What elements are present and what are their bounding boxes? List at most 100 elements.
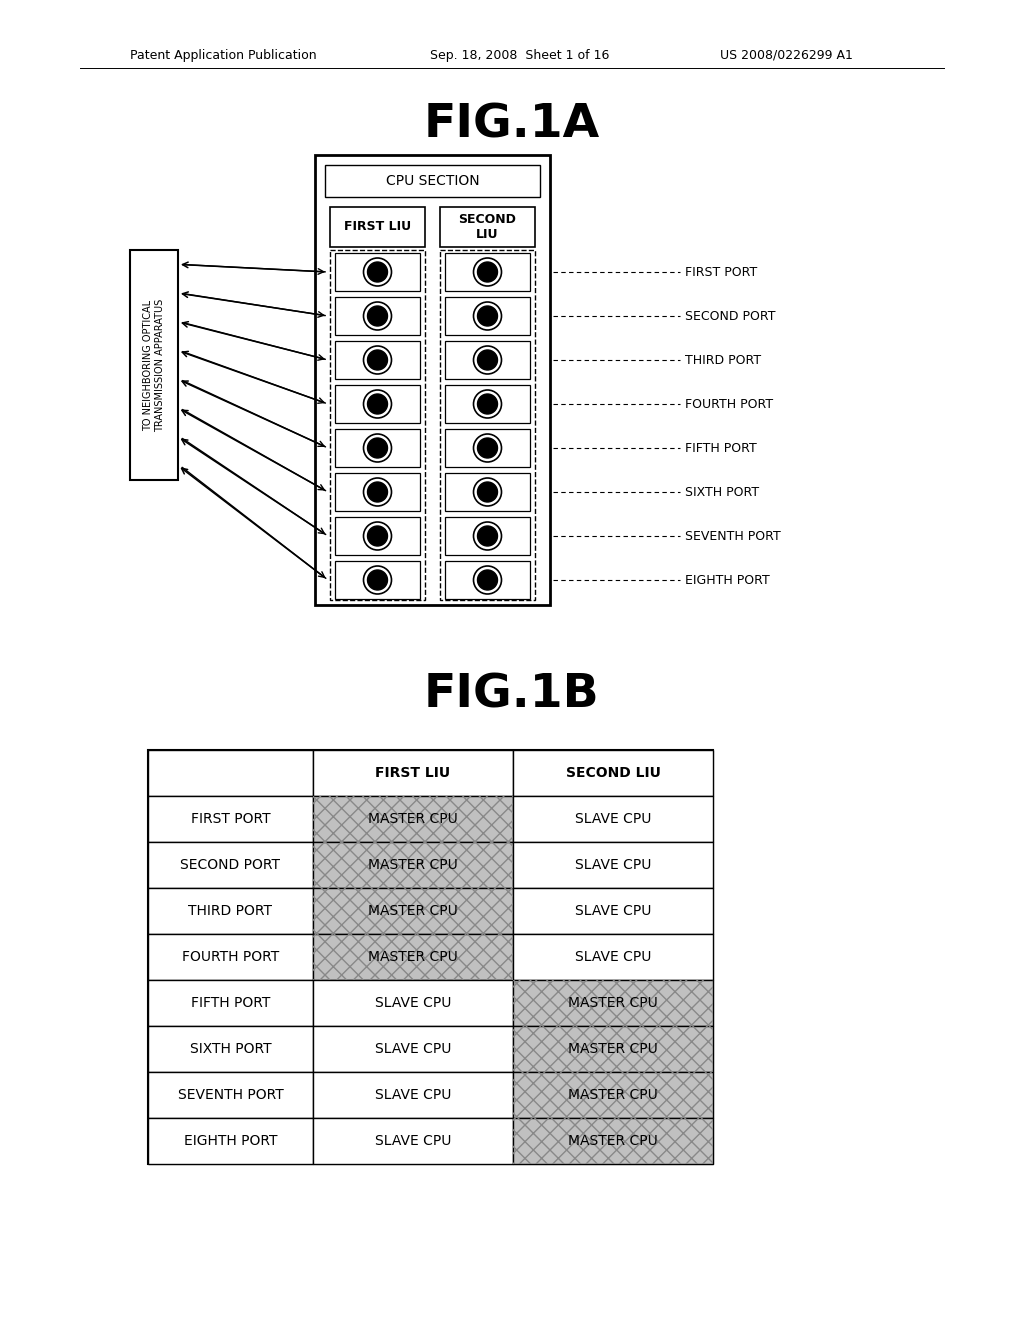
Bar (513, 979, 713, 1026)
Text: SLAVE CPU: SLAVE CPU (574, 904, 651, 917)
Circle shape (477, 261, 498, 282)
Text: SLAVE CPU: SLAVE CPU (574, 812, 651, 826)
Circle shape (368, 306, 387, 326)
Bar (148, 1072, 313, 1118)
Bar (513, 796, 713, 842)
Text: FIRST PORT: FIRST PORT (685, 265, 758, 279)
Bar (445, 517, 530, 554)
Bar (148, 979, 313, 1026)
Bar (313, 842, 513, 888)
Bar (330, 249, 425, 601)
Bar (313, 1026, 513, 1072)
Bar (313, 1072, 513, 1118)
Text: SECOND PORT: SECOND PORT (180, 858, 281, 873)
Bar (513, 979, 713, 1026)
Circle shape (368, 393, 387, 414)
Bar (313, 796, 513, 842)
Text: SLAVE CPU: SLAVE CPU (375, 1088, 452, 1102)
Text: MASTER CPU: MASTER CPU (368, 950, 458, 964)
Bar (513, 1118, 713, 1164)
Bar (313, 979, 513, 1026)
Text: Sep. 18, 2008  Sheet 1 of 16: Sep. 18, 2008 Sheet 1 of 16 (430, 49, 609, 62)
Text: SECOND PORT: SECOND PORT (685, 309, 775, 322)
Bar (148, 1118, 313, 1164)
Bar (513, 1026, 713, 1072)
Text: SECOND LIU: SECOND LIU (565, 766, 660, 780)
Bar (445, 385, 530, 422)
Bar (513, 1026, 713, 1072)
Bar (313, 796, 513, 842)
Text: MASTER CPU: MASTER CPU (368, 812, 458, 826)
Bar (335, 297, 420, 335)
Text: FIFTH PORT: FIFTH PORT (190, 997, 270, 1010)
Bar (513, 1118, 713, 1164)
Text: MASTER CPU: MASTER CPU (368, 858, 458, 873)
Text: SIXTH PORT: SIXTH PORT (189, 1041, 271, 1056)
Bar (148, 796, 313, 842)
Text: US 2008/0226299 A1: US 2008/0226299 A1 (720, 49, 853, 62)
Text: MASTER CPU: MASTER CPU (568, 1041, 657, 1056)
Text: SEVENTH PORT: SEVENTH PORT (177, 1088, 284, 1102)
Text: FOURTH PORT: FOURTH PORT (685, 397, 773, 411)
Bar (313, 750, 513, 796)
Bar (445, 561, 530, 599)
Bar (513, 888, 713, 935)
Circle shape (368, 570, 387, 590)
Bar (313, 842, 513, 888)
Bar (335, 473, 420, 511)
Text: SECOND
LIU: SECOND LIU (459, 213, 516, 242)
Bar (148, 1026, 313, 1072)
Bar (130, 249, 178, 480)
Bar (445, 253, 530, 290)
Text: MASTER CPU: MASTER CPU (368, 904, 458, 917)
Circle shape (368, 482, 387, 502)
Bar (513, 750, 713, 796)
Bar (335, 253, 420, 290)
Text: FIRST LIU: FIRST LIU (376, 766, 451, 780)
Bar (445, 297, 530, 335)
Text: TO NEIGHBORING OPTICAL
TRANSMISSION APPARATUS: TO NEIGHBORING OPTICAL TRANSMISSION APPA… (143, 298, 165, 432)
Text: THIRD PORT: THIRD PORT (188, 904, 272, 917)
Bar (313, 1118, 513, 1164)
Circle shape (477, 570, 498, 590)
Text: THIRD PORT: THIRD PORT (685, 354, 761, 367)
Text: MASTER CPU: MASTER CPU (568, 1088, 657, 1102)
Bar (325, 165, 540, 197)
Text: FIRST PORT: FIRST PORT (190, 812, 270, 826)
Bar (330, 207, 425, 247)
Bar (313, 888, 513, 935)
Text: FIG.1A: FIG.1A (424, 103, 600, 148)
Circle shape (368, 261, 387, 282)
Text: SLAVE CPU: SLAVE CPU (574, 858, 651, 873)
Text: EIGHTH PORT: EIGHTH PORT (183, 1134, 278, 1148)
Bar (335, 385, 420, 422)
Bar (513, 1072, 713, 1118)
Text: MASTER CPU: MASTER CPU (568, 997, 657, 1010)
Circle shape (477, 306, 498, 326)
Bar (513, 842, 713, 888)
Bar (148, 888, 313, 935)
Circle shape (477, 393, 498, 414)
Bar (440, 207, 535, 247)
Bar (315, 154, 550, 605)
Text: FIRST LIU: FIRST LIU (344, 220, 411, 234)
Text: SLAVE CPU: SLAVE CPU (574, 950, 651, 964)
Circle shape (477, 525, 498, 546)
Text: MASTER CPU: MASTER CPU (568, 1134, 657, 1148)
Circle shape (477, 482, 498, 502)
Bar (313, 935, 513, 979)
Text: CPU SECTION: CPU SECTION (386, 174, 479, 187)
Text: SEVENTH PORT: SEVENTH PORT (685, 529, 780, 543)
Text: Patent Application Publication: Patent Application Publication (130, 49, 316, 62)
Bar (148, 750, 713, 1164)
Circle shape (477, 350, 498, 370)
Circle shape (477, 438, 498, 458)
Bar (148, 935, 313, 979)
Text: FIFTH PORT: FIFTH PORT (685, 441, 757, 454)
Text: SLAVE CPU: SLAVE CPU (375, 1041, 452, 1056)
Bar (335, 429, 420, 467)
Text: SIXTH PORT: SIXTH PORT (685, 486, 759, 499)
Text: EIGHTH PORT: EIGHTH PORT (685, 573, 770, 586)
Circle shape (368, 438, 387, 458)
Text: FIG.1B: FIG.1B (424, 672, 600, 718)
